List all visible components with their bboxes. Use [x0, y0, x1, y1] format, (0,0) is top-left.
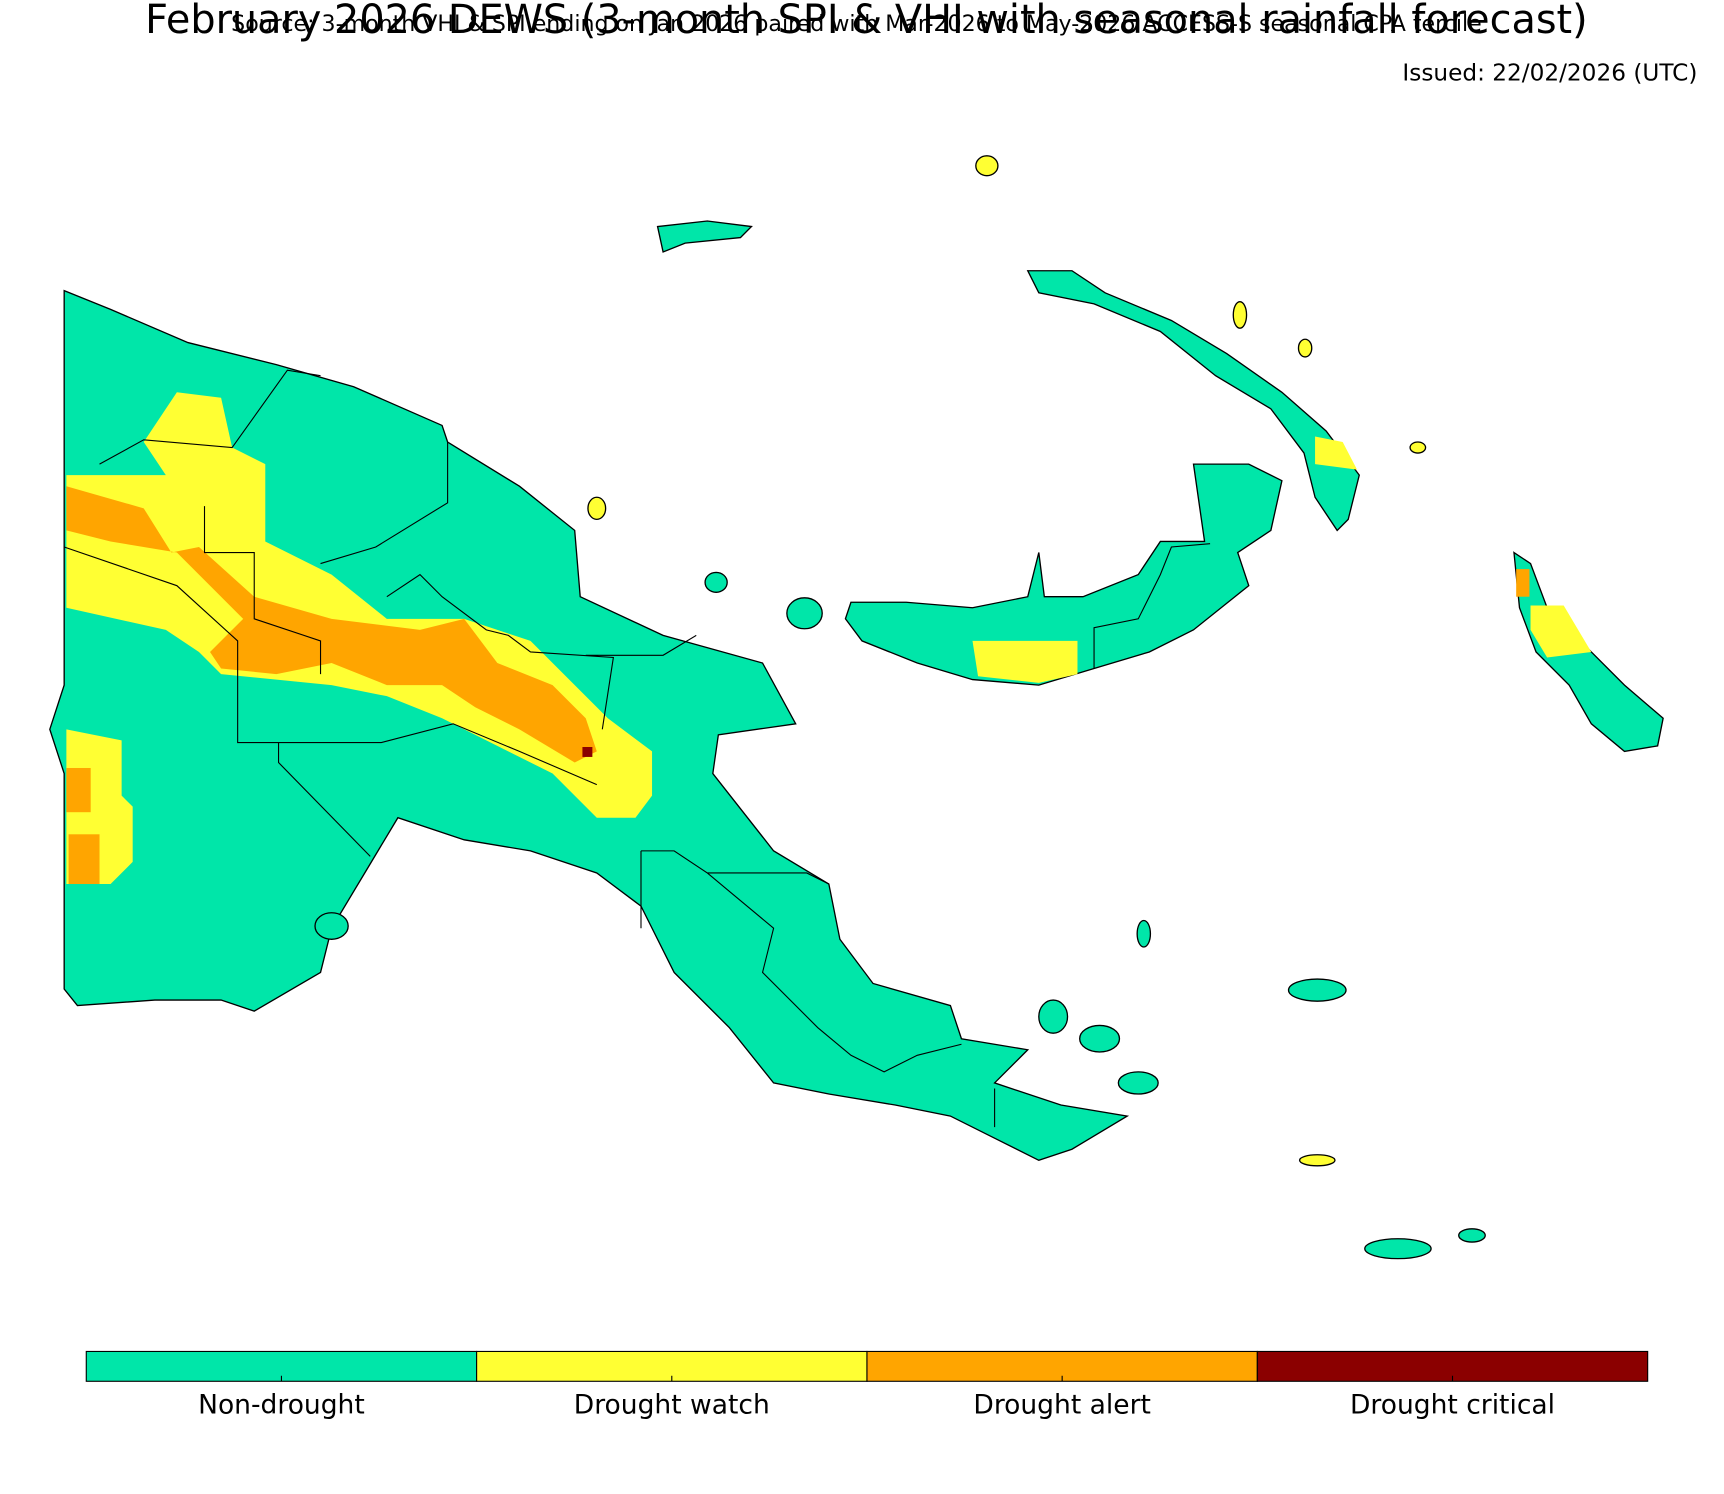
province-border	[1093, 543, 1211, 669]
issued-date: Issued: 22/02/2026 (UTC)	[1402, 60, 1697, 87]
watch-area	[1315, 436, 1358, 470]
island	[314, 912, 349, 940]
island	[1232, 301, 1248, 329]
new-ireland	[1026, 270, 1360, 532]
island	[786, 597, 823, 630]
island	[1364, 1238, 1432, 1260]
alert-area	[66, 486, 597, 763]
island	[1298, 1154, 1336, 1167]
map	[49, 155, 1664, 1260]
manus	[656, 220, 753, 253]
legend-label: Drought alert	[973, 1389, 1150, 1420]
new-britain	[844, 463, 1283, 686]
island	[1409, 441, 1427, 454]
island	[1458, 1228, 1486, 1243]
legend-label: Drought watch	[574, 1389, 770, 1420]
province-border	[63, 369, 996, 1128]
island	[1297, 338, 1313, 358]
map-source: Source: 3-month VHI & SPI ending on Jan …	[231, 11, 1482, 37]
island	[587, 496, 607, 521]
island	[1136, 919, 1152, 948]
island	[1079, 1024, 1121, 1053]
legend: Non-drought Drought watch Drought alert Dro…	[85, 1350, 1649, 1420]
alert-area	[66, 767, 91, 813]
island	[704, 571, 728, 593]
map-title: February 2026 DEWS (3-month SPI & VHI wi…	[145, 0, 1587, 43]
legend-label: Drought critical	[1350, 1389, 1555, 1420]
alert-area	[68, 834, 100, 885]
island	[1287, 978, 1347, 1002]
watch-area	[972, 640, 1078, 683]
island	[1117, 1071, 1159, 1095]
alert-area	[1516, 569, 1530, 597]
legend-label: Non-drought	[198, 1389, 365, 1420]
island	[975, 155, 999, 177]
island	[1038, 999, 1069, 1034]
watch-area	[1530, 605, 1592, 658]
critical-area	[582, 747, 593, 757]
